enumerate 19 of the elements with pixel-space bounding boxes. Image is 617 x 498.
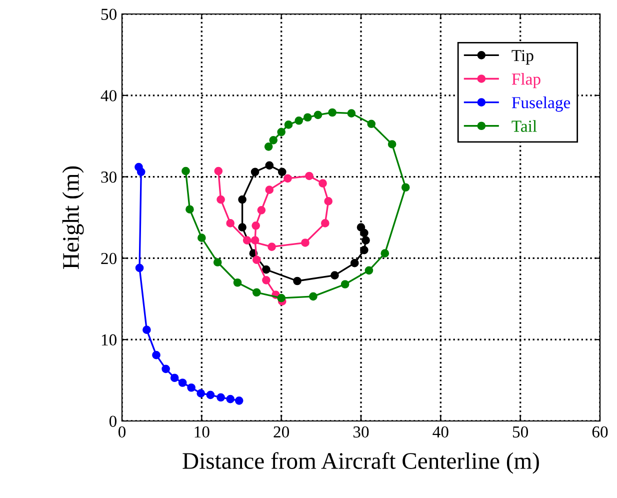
y-tick-label: 50 xyxy=(101,8,117,20)
x-tick-label: 40 xyxy=(432,426,448,438)
y-tick-label: 30 xyxy=(101,172,117,183)
y-tick-label: 0 xyxy=(109,416,117,427)
x-tick-label: 10 xyxy=(194,426,210,438)
x-axis-title: Distance from Aircraft Centerline (m) xyxy=(182,452,539,474)
y-tick-label: 20 xyxy=(101,252,117,264)
x-tick-label: 50 xyxy=(512,426,528,438)
y-axis-title: Height (m) xyxy=(62,166,84,269)
x-tick-label: 0 xyxy=(118,426,126,438)
x-tick-label: 60 xyxy=(592,426,608,438)
legend-label: Fuselage xyxy=(512,96,570,112)
y-tick-label: 40 xyxy=(100,90,117,102)
y-tick-label: 10 xyxy=(102,334,117,346)
legend-label: Tip xyxy=(512,50,534,65)
legend-label: Flap xyxy=(512,73,540,88)
x-tick-label: 20 xyxy=(274,426,290,438)
legend-label: Tail xyxy=(512,120,537,132)
x-tick-label: 30 xyxy=(353,426,369,438)
